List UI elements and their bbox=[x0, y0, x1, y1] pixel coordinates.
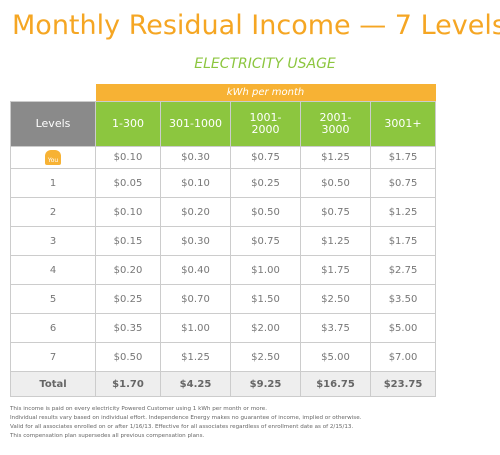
cell: $0.30 bbox=[160, 146, 231, 169]
cell: $0.10 bbox=[95, 197, 161, 227]
total-cell: Total bbox=[10, 371, 96, 397]
cell: $0.75 bbox=[230, 226, 301, 256]
level-cell: 2 bbox=[10, 197, 96, 227]
column-header: 3001+ bbox=[369, 101, 437, 147]
cell: $5.00 bbox=[300, 342, 371, 372]
column-header: Levels bbox=[10, 101, 96, 147]
table-row: 5 $0.25 $0.70 $1.50 $2.50 $3.50 bbox=[10, 284, 437, 314]
level-cell: 7 bbox=[10, 342, 96, 372]
cell: $0.50 bbox=[230, 197, 301, 227]
total-cell: $23.75 bbox=[369, 371, 437, 397]
title: Monthly Residual Income — 7 Levels bbox=[12, 10, 500, 41]
cell: $1.75 bbox=[300, 255, 371, 285]
level-cell: 5 bbox=[10, 284, 96, 314]
cell: $2.50 bbox=[230, 342, 301, 372]
cell: $2.00 bbox=[230, 313, 301, 343]
cell: $3.75 bbox=[300, 313, 371, 343]
cell: $1.50 bbox=[230, 284, 301, 314]
cell: $0.50 bbox=[95, 342, 161, 372]
cell: $0.10 bbox=[160, 168, 231, 198]
level-cell: 3 bbox=[10, 226, 96, 256]
income-table: kWh per month Levels 1-300 301-1000 1001-20… bbox=[10, 84, 437, 397]
cell: $0.40 bbox=[160, 255, 231, 285]
cell: $1.25 bbox=[160, 342, 231, 372]
level-cell: 1 bbox=[10, 168, 96, 198]
footnote: This income is paid on every electricity… bbox=[10, 406, 267, 412]
cell: $7.00 bbox=[369, 342, 437, 372]
cell: $0.05 bbox=[95, 168, 161, 198]
cell: $1.25 bbox=[300, 226, 371, 256]
you-badge: You bbox=[44, 150, 62, 165]
level-cell: 6 bbox=[10, 313, 96, 343]
footnote: This compensation plan supersedes all pr… bbox=[10, 433, 205, 439]
table-row: 6 $0.35 $1.00 $2.00 $3.75 $5.00 bbox=[10, 313, 437, 343]
cell: $1.25 bbox=[300, 146, 371, 169]
footnote: Valid for all associates enrolled on or … bbox=[10, 424, 354, 430]
table-row: 3 $0.15 $0.30 $0.75 $1.25 $1.75 bbox=[10, 226, 437, 256]
footnotes: This income is paid on every electricity… bbox=[10, 405, 361, 441]
cell: $0.30 bbox=[160, 226, 231, 256]
cell: $1.00 bbox=[230, 255, 301, 285]
cell: $1.75 bbox=[369, 226, 437, 256]
cell: $0.25 bbox=[95, 284, 161, 314]
total-cell: $1.70 bbox=[95, 371, 161, 397]
cell: $1.25 bbox=[369, 197, 437, 227]
column-header: 1001-2000 bbox=[230, 101, 301, 147]
column-header: 301-1000 bbox=[160, 101, 231, 147]
cell: $3.50 bbox=[369, 284, 437, 314]
column-header: 2001-3000 bbox=[300, 101, 371, 147]
total-cell: $9.25 bbox=[230, 371, 301, 397]
cell: $0.25 bbox=[230, 168, 301, 198]
table-head: kWh per month Levels 1-300 301-1000 1001-20… bbox=[10, 84, 437, 147]
cell: $0.75 bbox=[230, 146, 301, 169]
cell: $1.00 bbox=[160, 313, 231, 343]
cell: $0.70 bbox=[160, 284, 231, 314]
cell: $0.10 bbox=[95, 146, 161, 169]
level-cell: 4 bbox=[10, 255, 96, 285]
table-row: 1 $0.05 $0.10 $0.25 $0.50 $0.75 bbox=[10, 168, 437, 198]
cell: $1.75 bbox=[369, 146, 437, 169]
total-row: Total $1.70 $4.25 $9.25 $16.75 $23.75 bbox=[10, 371, 437, 397]
cell: $0.35 bbox=[95, 313, 161, 343]
table-row: You $0.10 $0.30 $0.75 $1.25 $1.75 bbox=[10, 146, 437, 169]
cell: $0.75 bbox=[369, 168, 437, 198]
cell: $0.20 bbox=[160, 197, 231, 227]
cell: $2.50 bbox=[300, 284, 371, 314]
cell: $0.15 bbox=[95, 226, 161, 256]
subtitle: ELECTRICITY USAGE bbox=[194, 56, 336, 72]
total-cell: $16.75 bbox=[300, 371, 371, 397]
cell: $0.50 bbox=[300, 168, 371, 198]
cell: $2.75 bbox=[369, 255, 437, 285]
table-row: 7 $0.50 $1.25 $2.50 $5.00 $7.00 bbox=[10, 342, 437, 372]
table-row: 4 $0.20 $0.40 $1.00 $1.75 $2.75 bbox=[10, 255, 437, 285]
cell: $0.75 bbox=[300, 197, 371, 227]
group-header: kWh per month bbox=[95, 84, 436, 102]
total-cell: $4.25 bbox=[160, 371, 231, 397]
level-cell: You bbox=[10, 146, 96, 169]
table-row: 2 $0.10 $0.20 $0.50 $0.75 $1.25 bbox=[10, 197, 437, 227]
column-header: 1-300 bbox=[95, 101, 161, 147]
footnote: Individual results vary based on individ… bbox=[10, 415, 362, 421]
cell: $0.20 bbox=[95, 255, 161, 285]
cell: $5.00 bbox=[369, 313, 437, 343]
